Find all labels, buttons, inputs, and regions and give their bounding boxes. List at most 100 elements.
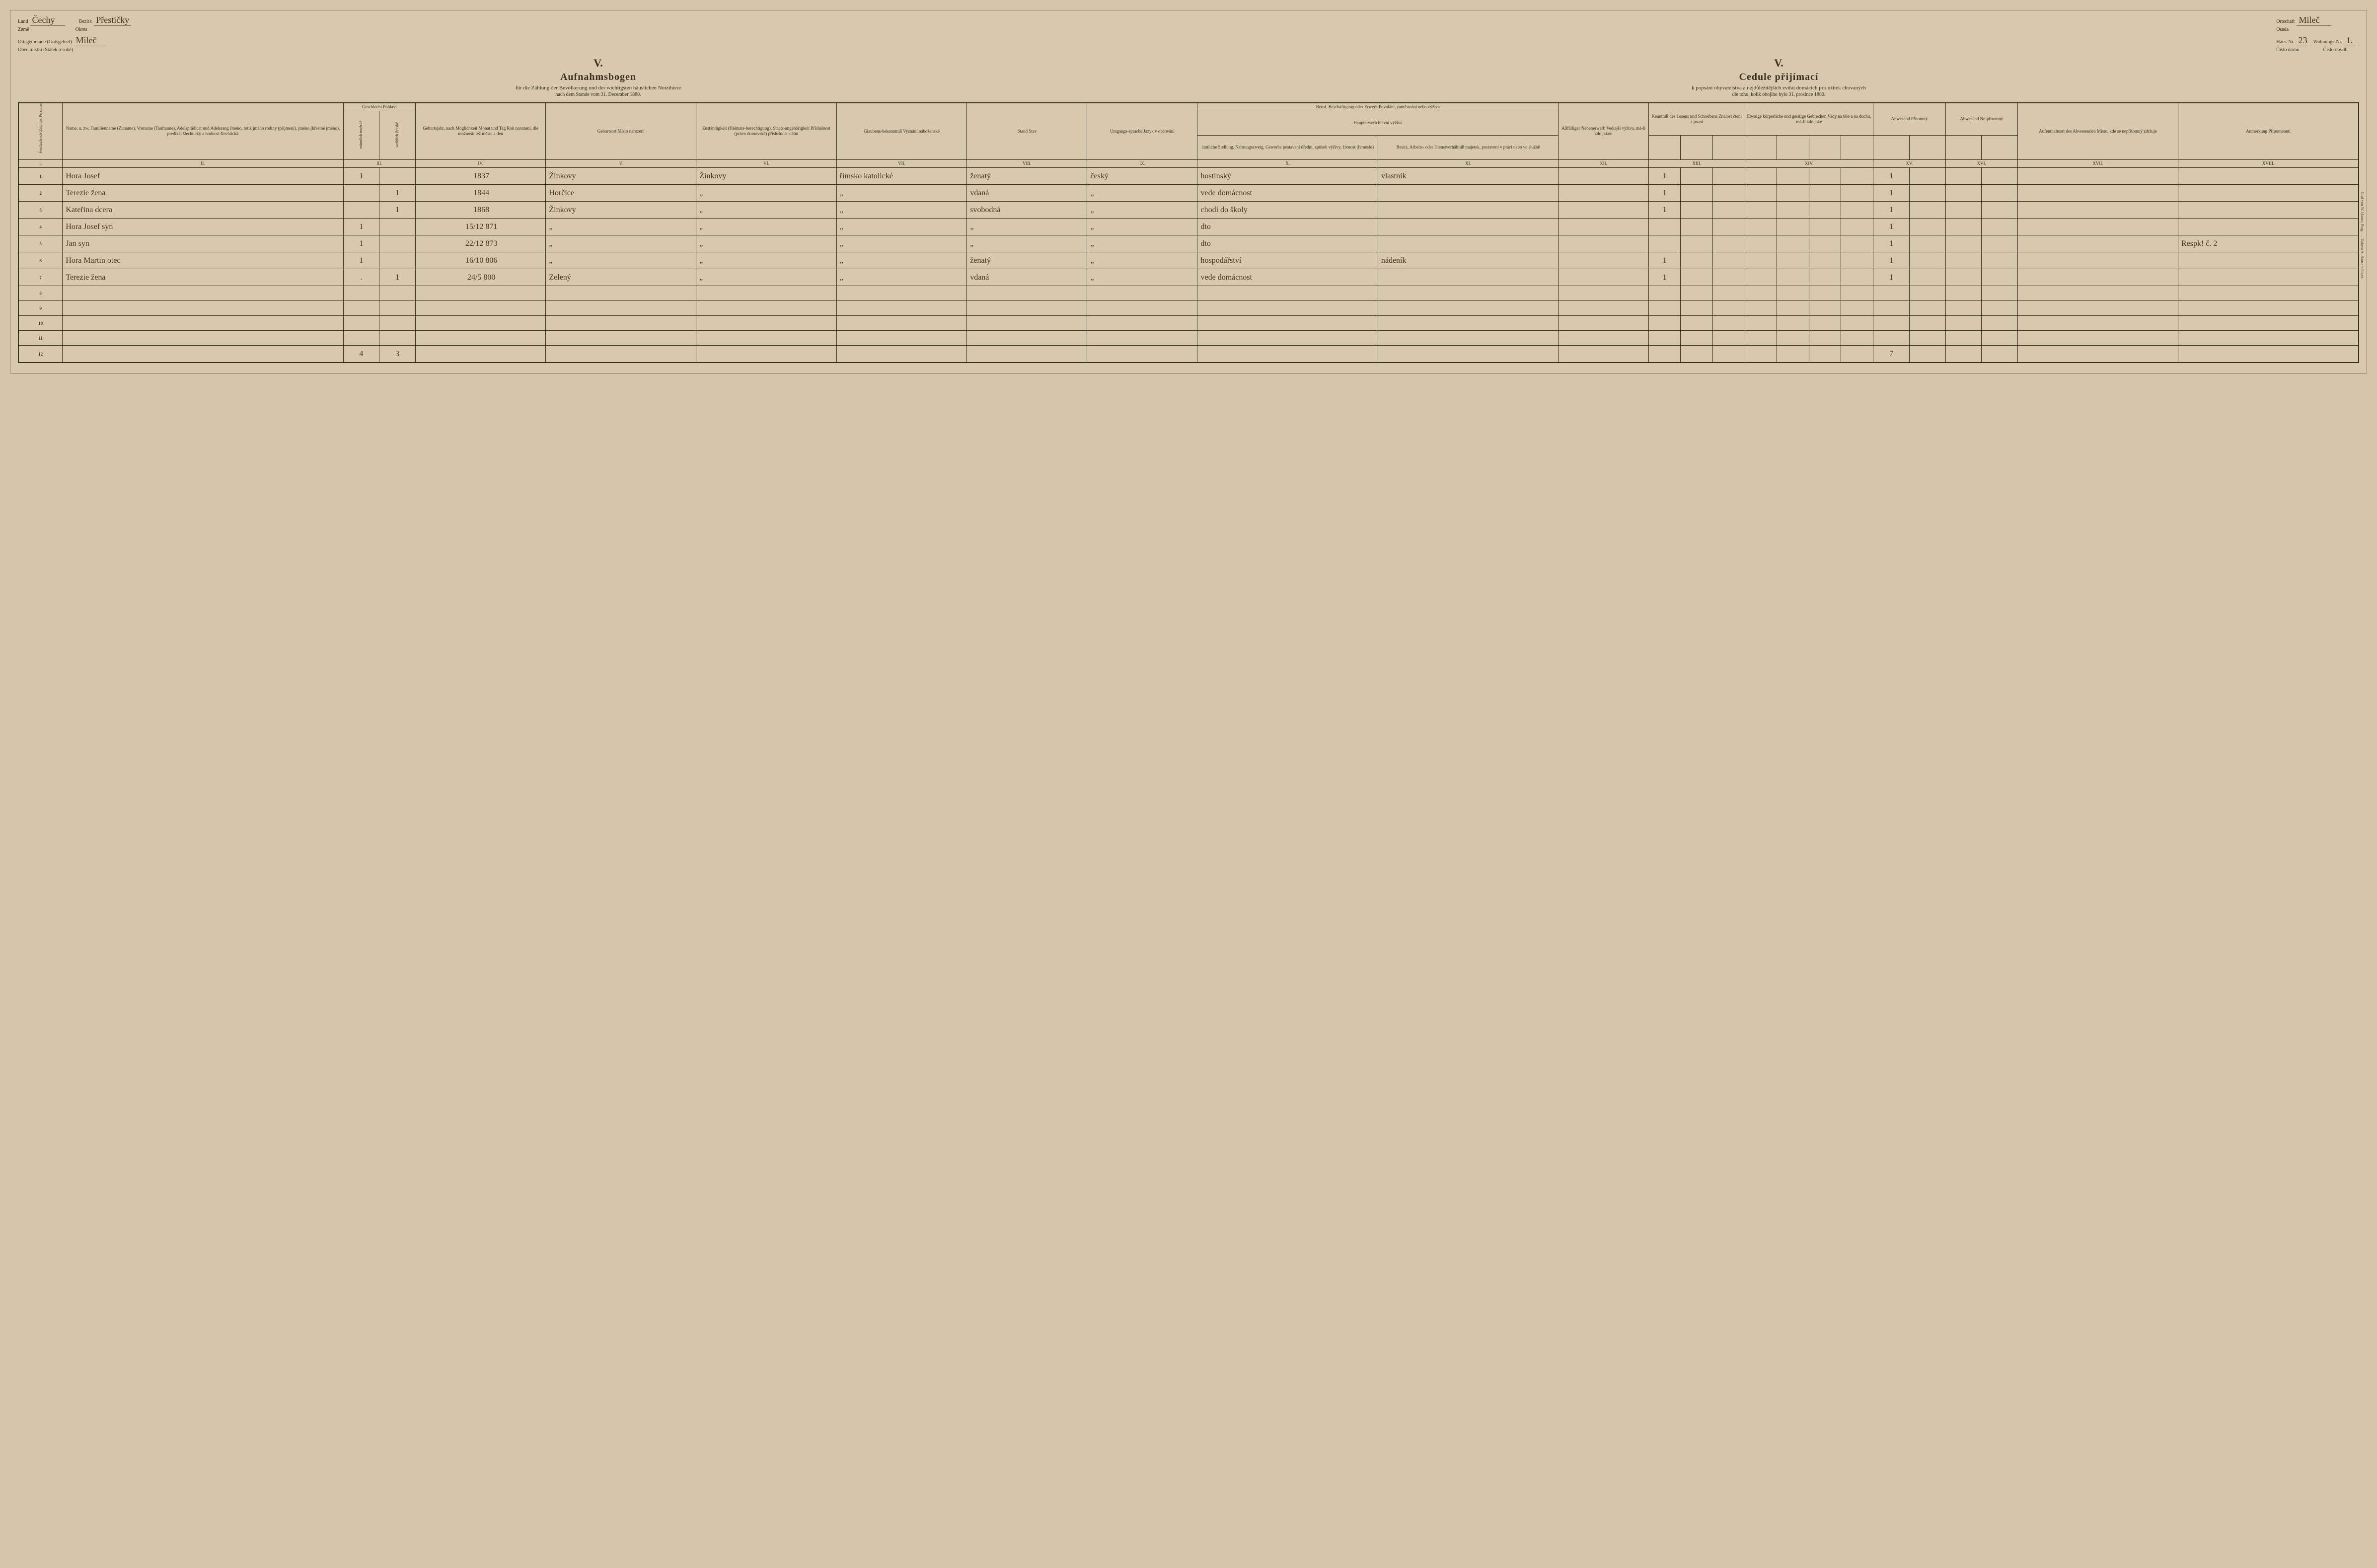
colnum-13: XIII. xyxy=(1648,160,1745,168)
title-czech: V. Cedule přijímací k popsání obyvatelst… xyxy=(1198,57,2359,97)
wohn-label-cz: Číslo obydlí xyxy=(2323,46,2348,54)
wohn-label-de: Wohnungs-Nr. xyxy=(2313,38,2342,46)
cell-name: Hora Josef xyxy=(63,168,343,185)
cell-stand: ženatý xyxy=(967,168,1087,185)
cell-religion: „ xyxy=(836,235,966,252)
cell-male: 1 xyxy=(343,219,379,235)
table-row-empty: 8 xyxy=(18,286,2359,301)
table-row: 4Hora Josef syn115/12 871„„„„„dto1 xyxy=(18,219,2359,235)
cell-note: Respk! č. 2 xyxy=(2178,235,2359,252)
cell-lang: „ xyxy=(1087,235,1197,252)
col6-header: Zuständigkeit (Heimats-berechtigung), St… xyxy=(696,103,837,160)
colnum-1: I. xyxy=(18,160,63,168)
cell-zust: „ xyxy=(696,269,837,286)
cell-birthplace: „ xyxy=(546,235,696,252)
total-present: 7 xyxy=(1873,346,1910,363)
row-number: 11 xyxy=(18,331,63,346)
colnum-4: IV. xyxy=(415,160,545,168)
cell-religion: „ xyxy=(836,202,966,219)
cell-occupation: hospodářství xyxy=(1197,252,1378,269)
col2-header: Name, u. zw. Familienname (Zuname), Vorn… xyxy=(63,103,343,160)
cell-xii xyxy=(1559,252,1649,269)
land-label-cz: Země xyxy=(18,26,29,34)
main-title-de: Aufnahmsbogen xyxy=(18,72,1179,83)
subtitle2-de: nach dem Stande vom 31. December 1880. xyxy=(18,92,1179,97)
row-number: 10 xyxy=(18,316,63,331)
ortschaft-value: Mileč xyxy=(2297,15,2331,26)
row-number: 12 xyxy=(18,346,63,363)
col10-header: ämtliche Stellung, Nahrungszweig, Gewerb… xyxy=(1197,135,1378,159)
colnum-17: XVII. xyxy=(2017,160,2178,168)
cell-present: 1 xyxy=(1873,252,1910,269)
roman-left: V. xyxy=(18,57,1179,70)
cell-male: 1 xyxy=(343,168,379,185)
col9-header: Umgangs-sprache Jazyk v obcování xyxy=(1087,103,1197,160)
cell-religion: „ xyxy=(836,269,966,286)
colnum-9: IX. xyxy=(1087,160,1197,168)
colnum-12: XII. xyxy=(1559,160,1649,168)
cell-read: 1 xyxy=(1648,252,1681,269)
col3b-header: weiblich ženské xyxy=(395,112,400,157)
cell-read xyxy=(1648,219,1681,235)
cell-note xyxy=(2178,202,2359,219)
cell-occupation: vede domácnost xyxy=(1197,269,1378,286)
header-right: Ortschaft Mileč Osada Haus-Nr. 23 Wohnun… xyxy=(2276,15,2359,54)
cell-female xyxy=(379,219,416,235)
col1-header: Fortlaufende Zahl der Personen Pořadí je… xyxy=(38,108,43,153)
table-row-empty: 11 xyxy=(18,331,2359,346)
cell-birthplace: Zelený xyxy=(546,269,696,286)
total-male: 4 xyxy=(343,346,379,363)
col10-11-top: Beruf, Beschäftigung oder Erwerb Povolán… xyxy=(1197,103,1559,111)
colnum-14: XIV. xyxy=(1745,160,1873,168)
col15-header: Anwesend Přítomný xyxy=(1873,103,1945,136)
cell-position xyxy=(1378,202,1558,219)
table-head: Fortlaufende Zahl der Personen Pořadí je… xyxy=(18,103,2359,168)
cell-birth: 16/10 806 xyxy=(415,252,545,269)
cell-note xyxy=(2178,185,2359,202)
roman-right: V. xyxy=(1198,57,2359,70)
ortschaft-label-de: Ortschaft xyxy=(2276,18,2295,26)
cell-religion: „ xyxy=(836,219,966,235)
subtitle2-cz: dle toho, kolik obojího bylo 31. prosinc… xyxy=(1198,92,2359,97)
cell-position xyxy=(1378,219,1558,235)
col4-header: Geburtsjahr, nach Möglichkeit Monat und … xyxy=(415,103,545,160)
cell-present: 1 xyxy=(1873,269,1910,286)
cell-xii xyxy=(1559,185,1649,202)
cell-religion: „ xyxy=(836,252,966,269)
cell-birth: 1844 xyxy=(415,185,545,202)
cell-birth: 1837 xyxy=(415,168,545,185)
row-number: 8 xyxy=(18,286,63,301)
title-german: V. Aufnahmsbogen für die Zählung der Bev… xyxy=(18,57,1179,97)
header-area: Land Čechy Bezirk Přestičky Země Okres O… xyxy=(18,15,2359,54)
row-number: 4 xyxy=(18,219,63,235)
cell-male: . xyxy=(343,269,379,286)
cell-lang: „ xyxy=(1087,252,1197,269)
cell-xvii xyxy=(2017,252,2178,269)
colnum-8: VIII. xyxy=(967,160,1087,168)
cell-position xyxy=(1378,235,1558,252)
cell-occupation: dto xyxy=(1197,219,1378,235)
cell-zust: „ xyxy=(696,235,837,252)
bezirk-label-de: Bezirk xyxy=(79,18,92,26)
colnum-2: II. xyxy=(63,160,343,168)
header-left: Land Čechy Bezirk Přestičky Země Okres O… xyxy=(18,15,131,54)
col17-header: Aufenthaltsort des Abwesenden Místo, kde… xyxy=(2017,103,2178,160)
table-body: 1Hora Josef11837ŽinkovyŽinkovyřímsko kat… xyxy=(18,168,2359,363)
cell-birthplace: Horčice xyxy=(546,185,696,202)
col16-header: Abwesend Ne-přítomný xyxy=(1945,103,2017,136)
cell-present: 1 xyxy=(1873,185,1910,202)
cell-zust: „ xyxy=(696,252,837,269)
col14-header: Etwaige körperliche und geistige Gebrech… xyxy=(1745,103,1873,136)
colnum-5: V. xyxy=(546,160,696,168)
cell-xvii xyxy=(2017,235,2178,252)
cell-xvii xyxy=(2017,219,2178,235)
cell-zust: „ xyxy=(696,202,837,219)
cell-zust: „ xyxy=(696,185,837,202)
main-title-cz: Cedule přijímací xyxy=(1198,72,2359,83)
colnum-10: X. xyxy=(1197,160,1378,168)
colnum-18: XVIII. xyxy=(2178,160,2359,168)
col5-header: Geburtsort Místo narození xyxy=(546,103,696,160)
col3a-header: männlich mužské xyxy=(359,112,364,157)
cell-xii xyxy=(1559,202,1649,219)
land-value: Čechy xyxy=(30,15,65,26)
